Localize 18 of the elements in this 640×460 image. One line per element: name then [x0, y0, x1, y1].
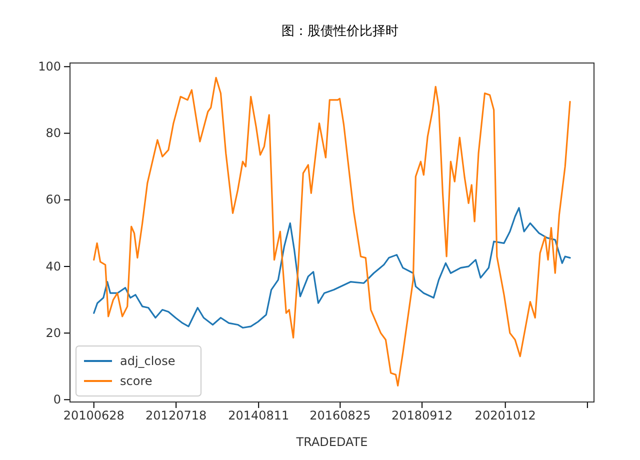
- legend-label: adj_close: [120, 354, 176, 368]
- y-tick-label: 20: [46, 326, 61, 340]
- x-tick-label: 20160825: [310, 408, 371, 423]
- line-series: [93, 207, 571, 329]
- x-tick-label: 20201012: [474, 408, 536, 423]
- line-series: [93, 76, 571, 386]
- y-tick-label: 80: [46, 126, 61, 140]
- y-tick-label: 60: [46, 192, 61, 207]
- x-tick-label: 20100628: [63, 408, 124, 423]
- y-tick-label: 100: [38, 60, 61, 74]
- legend-label: score: [120, 374, 152, 388]
- x-axis-title: TRADEDATE: [295, 435, 368, 449]
- y-tick-label: 40: [46, 259, 61, 274]
- x-tick-label: 20120718: [146, 408, 207, 423]
- y-tick-label: 0: [53, 392, 61, 407]
- chart-title: 图：股债性价比择时: [282, 24, 398, 39]
- x-tick-label: 20140811: [228, 408, 290, 423]
- x-tick-label: 20180912: [391, 408, 453, 423]
